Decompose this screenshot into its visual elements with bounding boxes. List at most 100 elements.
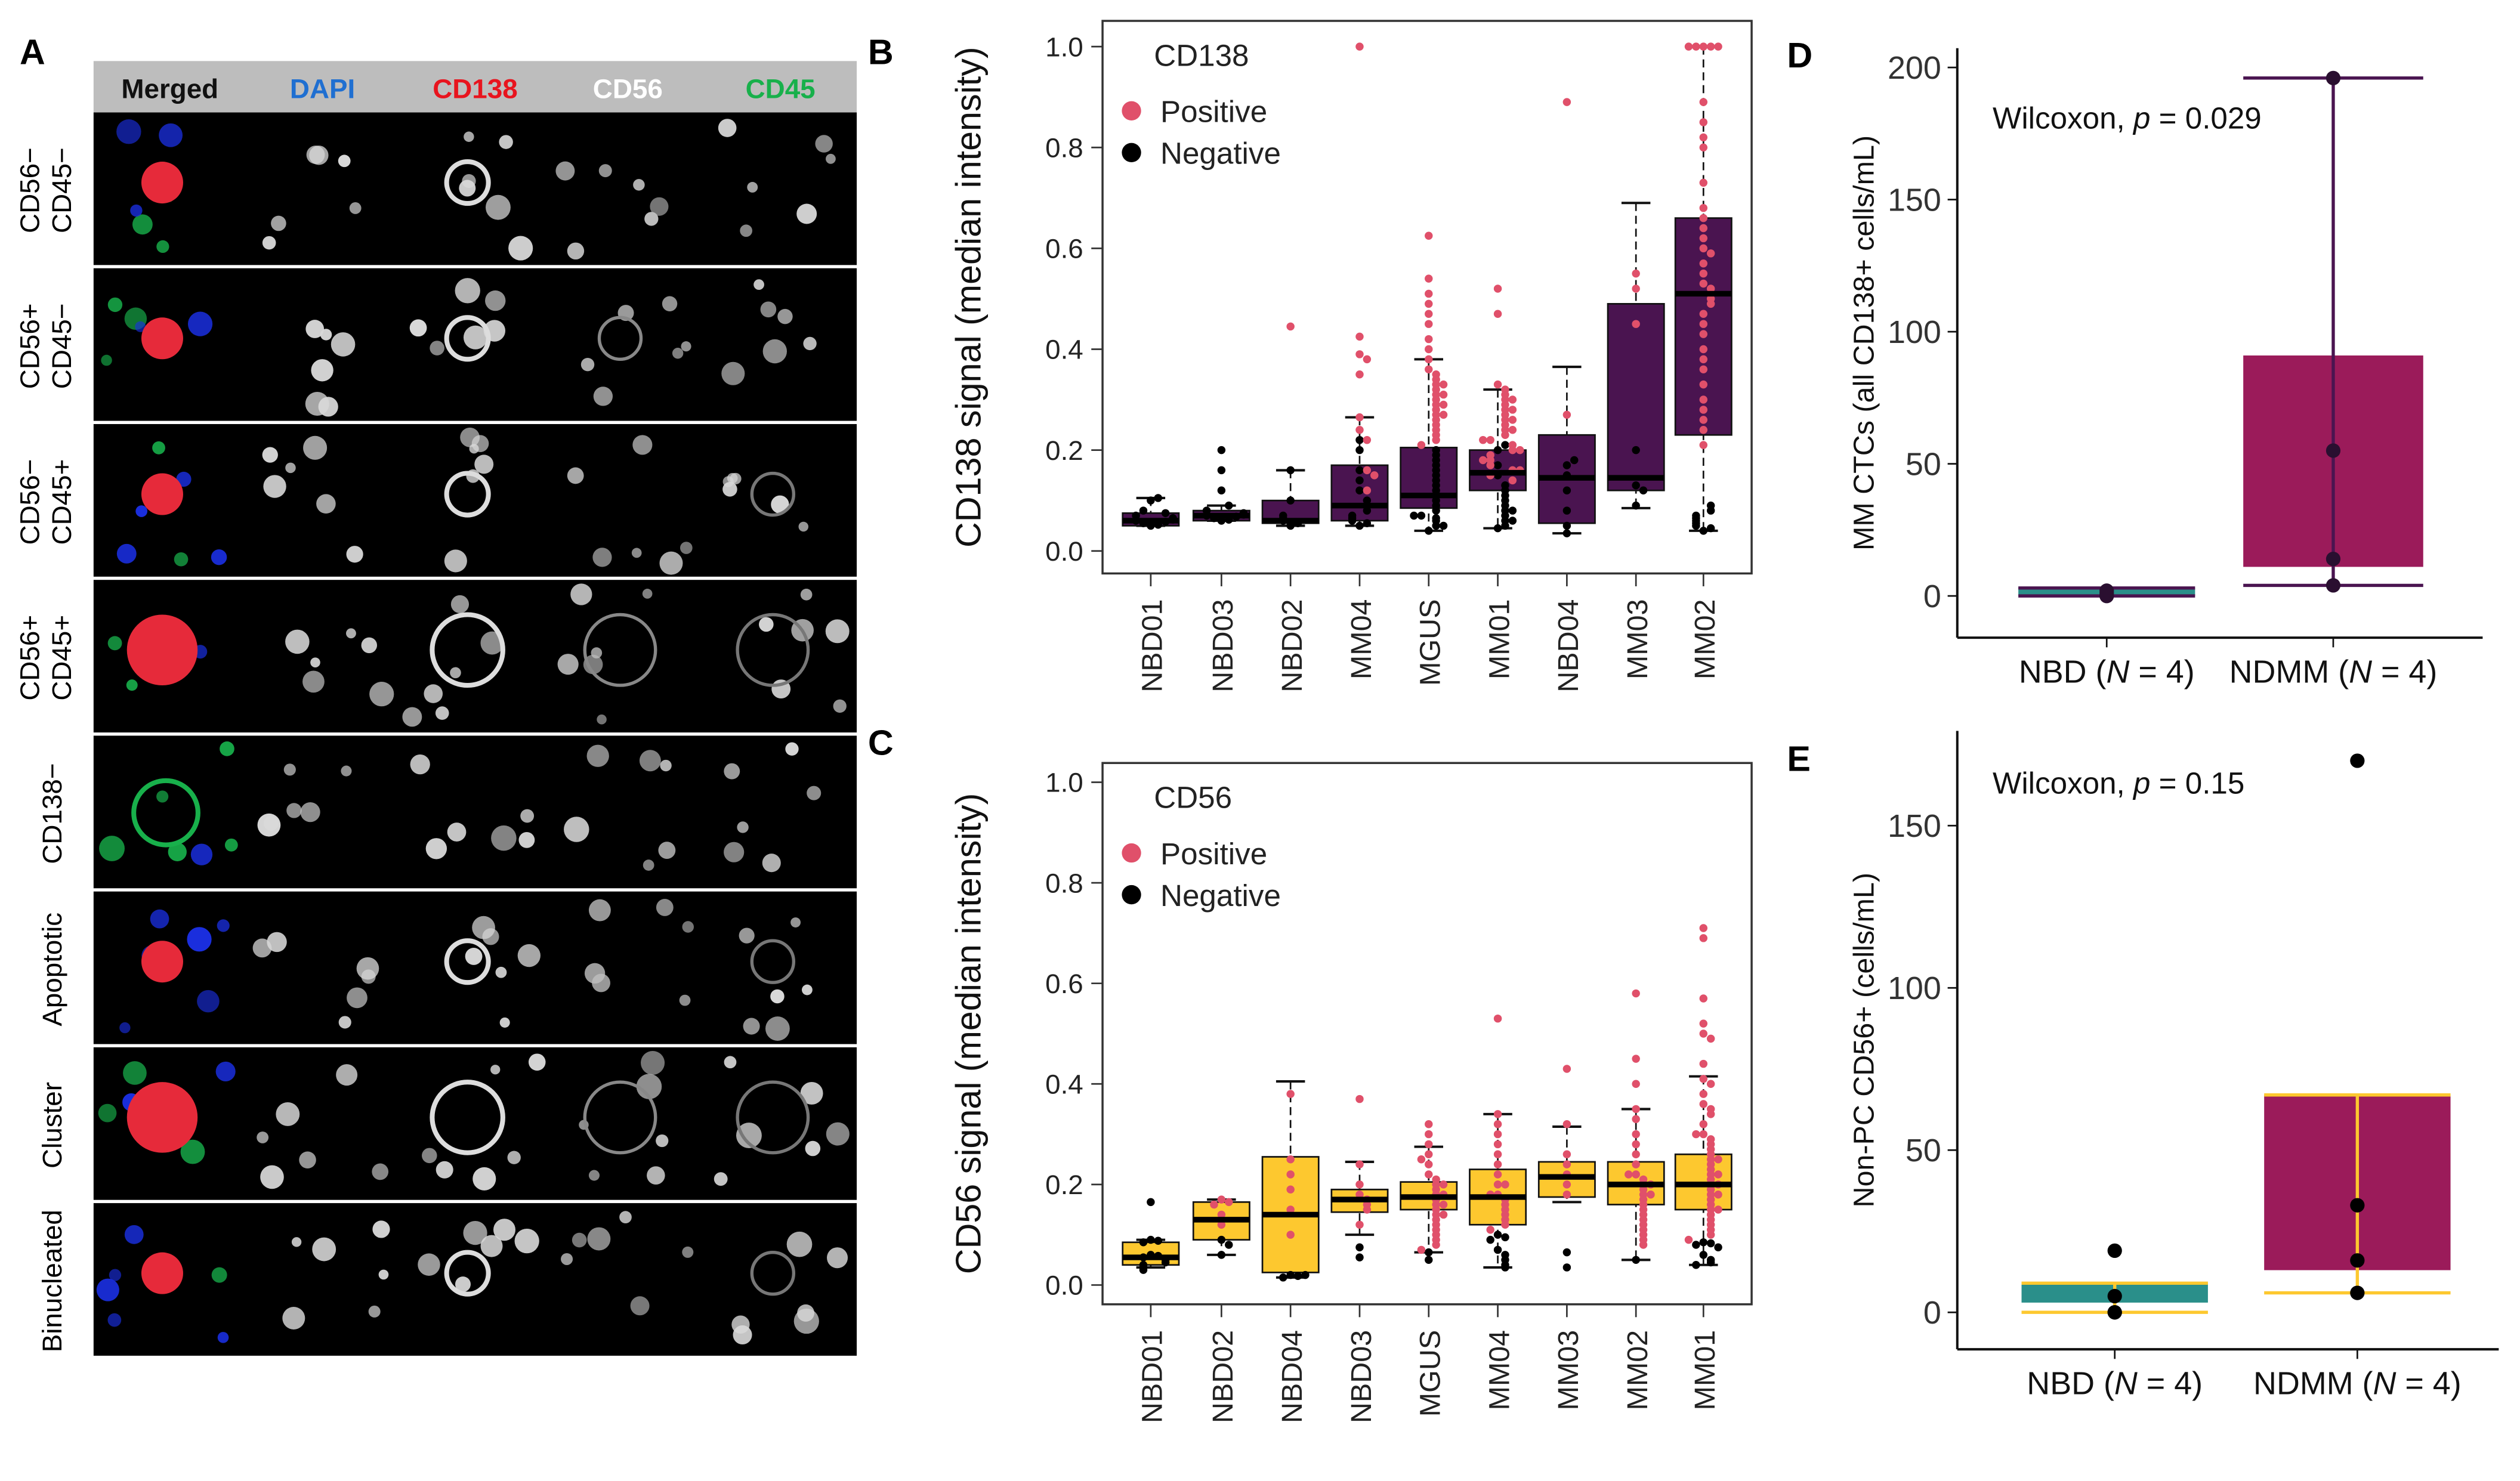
- cell-blob: [643, 859, 654, 871]
- point-negative: [1161, 509, 1170, 518]
- cell-blob: [410, 754, 430, 775]
- point-positive: [1632, 285, 1640, 293]
- point-negative: [1699, 1238, 1708, 1247]
- point-negative: [1363, 519, 1372, 527]
- point-negative: [1286, 466, 1295, 475]
- x-label-part: = 4): [2396, 1366, 2461, 1402]
- y-tick-label: 0.4: [1045, 1069, 1083, 1099]
- point-negative: [1410, 511, 1418, 520]
- cell-blob: [583, 654, 603, 675]
- point-positive: [1493, 1014, 1502, 1023]
- legend-marker-positive: [1122, 843, 1141, 863]
- point-negative: [1562, 1248, 1571, 1257]
- cell-blob: [564, 817, 589, 842]
- point-positive: [1632, 1130, 1640, 1139]
- point-positive: [1714, 1205, 1722, 1214]
- y-tick-label: 0.0: [1045, 1270, 1083, 1301]
- cell-blob: [318, 397, 338, 417]
- point-negative: [1139, 1266, 1148, 1274]
- cell-blob: [672, 347, 684, 359]
- data-point: [2350, 1253, 2365, 1268]
- cell-blob: [180, 1139, 205, 1164]
- point-negative: [1202, 506, 1211, 515]
- cell-blob: [743, 1018, 760, 1035]
- point-negative: [1301, 1270, 1310, 1279]
- cell-blob: [528, 1053, 546, 1071]
- point-positive: [1699, 1019, 1708, 1028]
- cell-blob: [770, 989, 785, 1004]
- x-label-part: = 4): [2372, 654, 2437, 690]
- cell-blob: [156, 790, 169, 803]
- cell-blob: [187, 311, 213, 336]
- point-positive: [1425, 1140, 1433, 1149]
- point-negative: [1425, 1248, 1433, 1257]
- x-tick-label: MM02: [1689, 599, 1721, 680]
- cell-blob: [800, 589, 813, 601]
- point-negative: [1632, 501, 1640, 510]
- cell-blob: [499, 135, 513, 149]
- point-positive: [1210, 1200, 1218, 1209]
- cell-blob: [786, 1231, 813, 1257]
- point-positive: [1355, 1160, 1364, 1168]
- point-positive: [1699, 924, 1708, 932]
- point-negative: [1632, 481, 1640, 490]
- data-point: [2326, 578, 2341, 593]
- legend-label-negative: Negative: [1160, 137, 1281, 171]
- row-label: Apoptotic: [37, 913, 67, 1027]
- point-positive: [1417, 1155, 1426, 1164]
- point-negative: [1432, 446, 1440, 454]
- point-positive: [1706, 1230, 1715, 1239]
- point-positive: [1425, 289, 1433, 298]
- point-negative: [1217, 1235, 1226, 1244]
- cell-blob: [636, 1074, 662, 1099]
- point-positive: [1355, 1094, 1364, 1103]
- x-label-part: NDMM (: [2253, 1366, 2373, 1402]
- point-positive: [1699, 98, 1708, 106]
- point-positive: [1699, 224, 1708, 233]
- point-positive: [1508, 446, 1517, 454]
- channel-header-bar: [93, 61, 857, 113]
- point-positive: [1699, 244, 1708, 253]
- annotation-prefix: Wilcoxon,: [1993, 101, 2133, 135]
- row-label-line: CD45−: [47, 147, 77, 233]
- channel-label-cd138: CD138: [433, 73, 517, 104]
- point-negative: [1632, 1256, 1640, 1264]
- point-positive: [1355, 1190, 1364, 1199]
- cell-blob: [286, 803, 302, 818]
- cell-blob: [455, 1276, 471, 1293]
- annotation-value: = 0.029: [2150, 101, 2261, 135]
- cell-blob: [472, 1167, 496, 1191]
- cell-blob: [662, 296, 678, 311]
- point-positive: [1425, 355, 1433, 364]
- point-negative: [1562, 529, 1571, 537]
- cell-blob: [632, 435, 653, 455]
- cell-blob: [593, 387, 613, 406]
- cell-blob: [211, 549, 227, 565]
- target-cell: [141, 317, 183, 360]
- point-positive: [1714, 1155, 1722, 1164]
- cell-blob: [815, 135, 833, 153]
- point-negative: [1493, 1230, 1502, 1239]
- point-positive: [1493, 285, 1502, 293]
- cell-blob: [598, 164, 612, 178]
- point-negative: [1706, 524, 1715, 533]
- cell-blob: [291, 1237, 302, 1247]
- y-axis-label: CD138 signal (median intensity): [948, 47, 988, 548]
- cell-blob: [827, 1247, 848, 1269]
- point-negative: [1147, 521, 1155, 530]
- point-positive: [1706, 1034, 1715, 1043]
- cell-blob: [187, 927, 212, 952]
- cell-blob: [285, 462, 296, 474]
- data-point: [2326, 551, 2341, 567]
- cell-blob: [482, 928, 499, 945]
- channel-label-dapi: DAPI: [290, 73, 355, 104]
- cell-blob: [759, 617, 774, 632]
- point-negative: [1699, 527, 1708, 535]
- cell-blob: [584, 963, 606, 984]
- target-cell: [583, 613, 657, 687]
- target-cell: [430, 1080, 505, 1155]
- y-tick-label: 0.4: [1045, 335, 1083, 365]
- cell-blob: [619, 1211, 632, 1223]
- row-label-line: CD56−: [14, 147, 45, 233]
- x-tick-label: MM01: [1483, 599, 1515, 680]
